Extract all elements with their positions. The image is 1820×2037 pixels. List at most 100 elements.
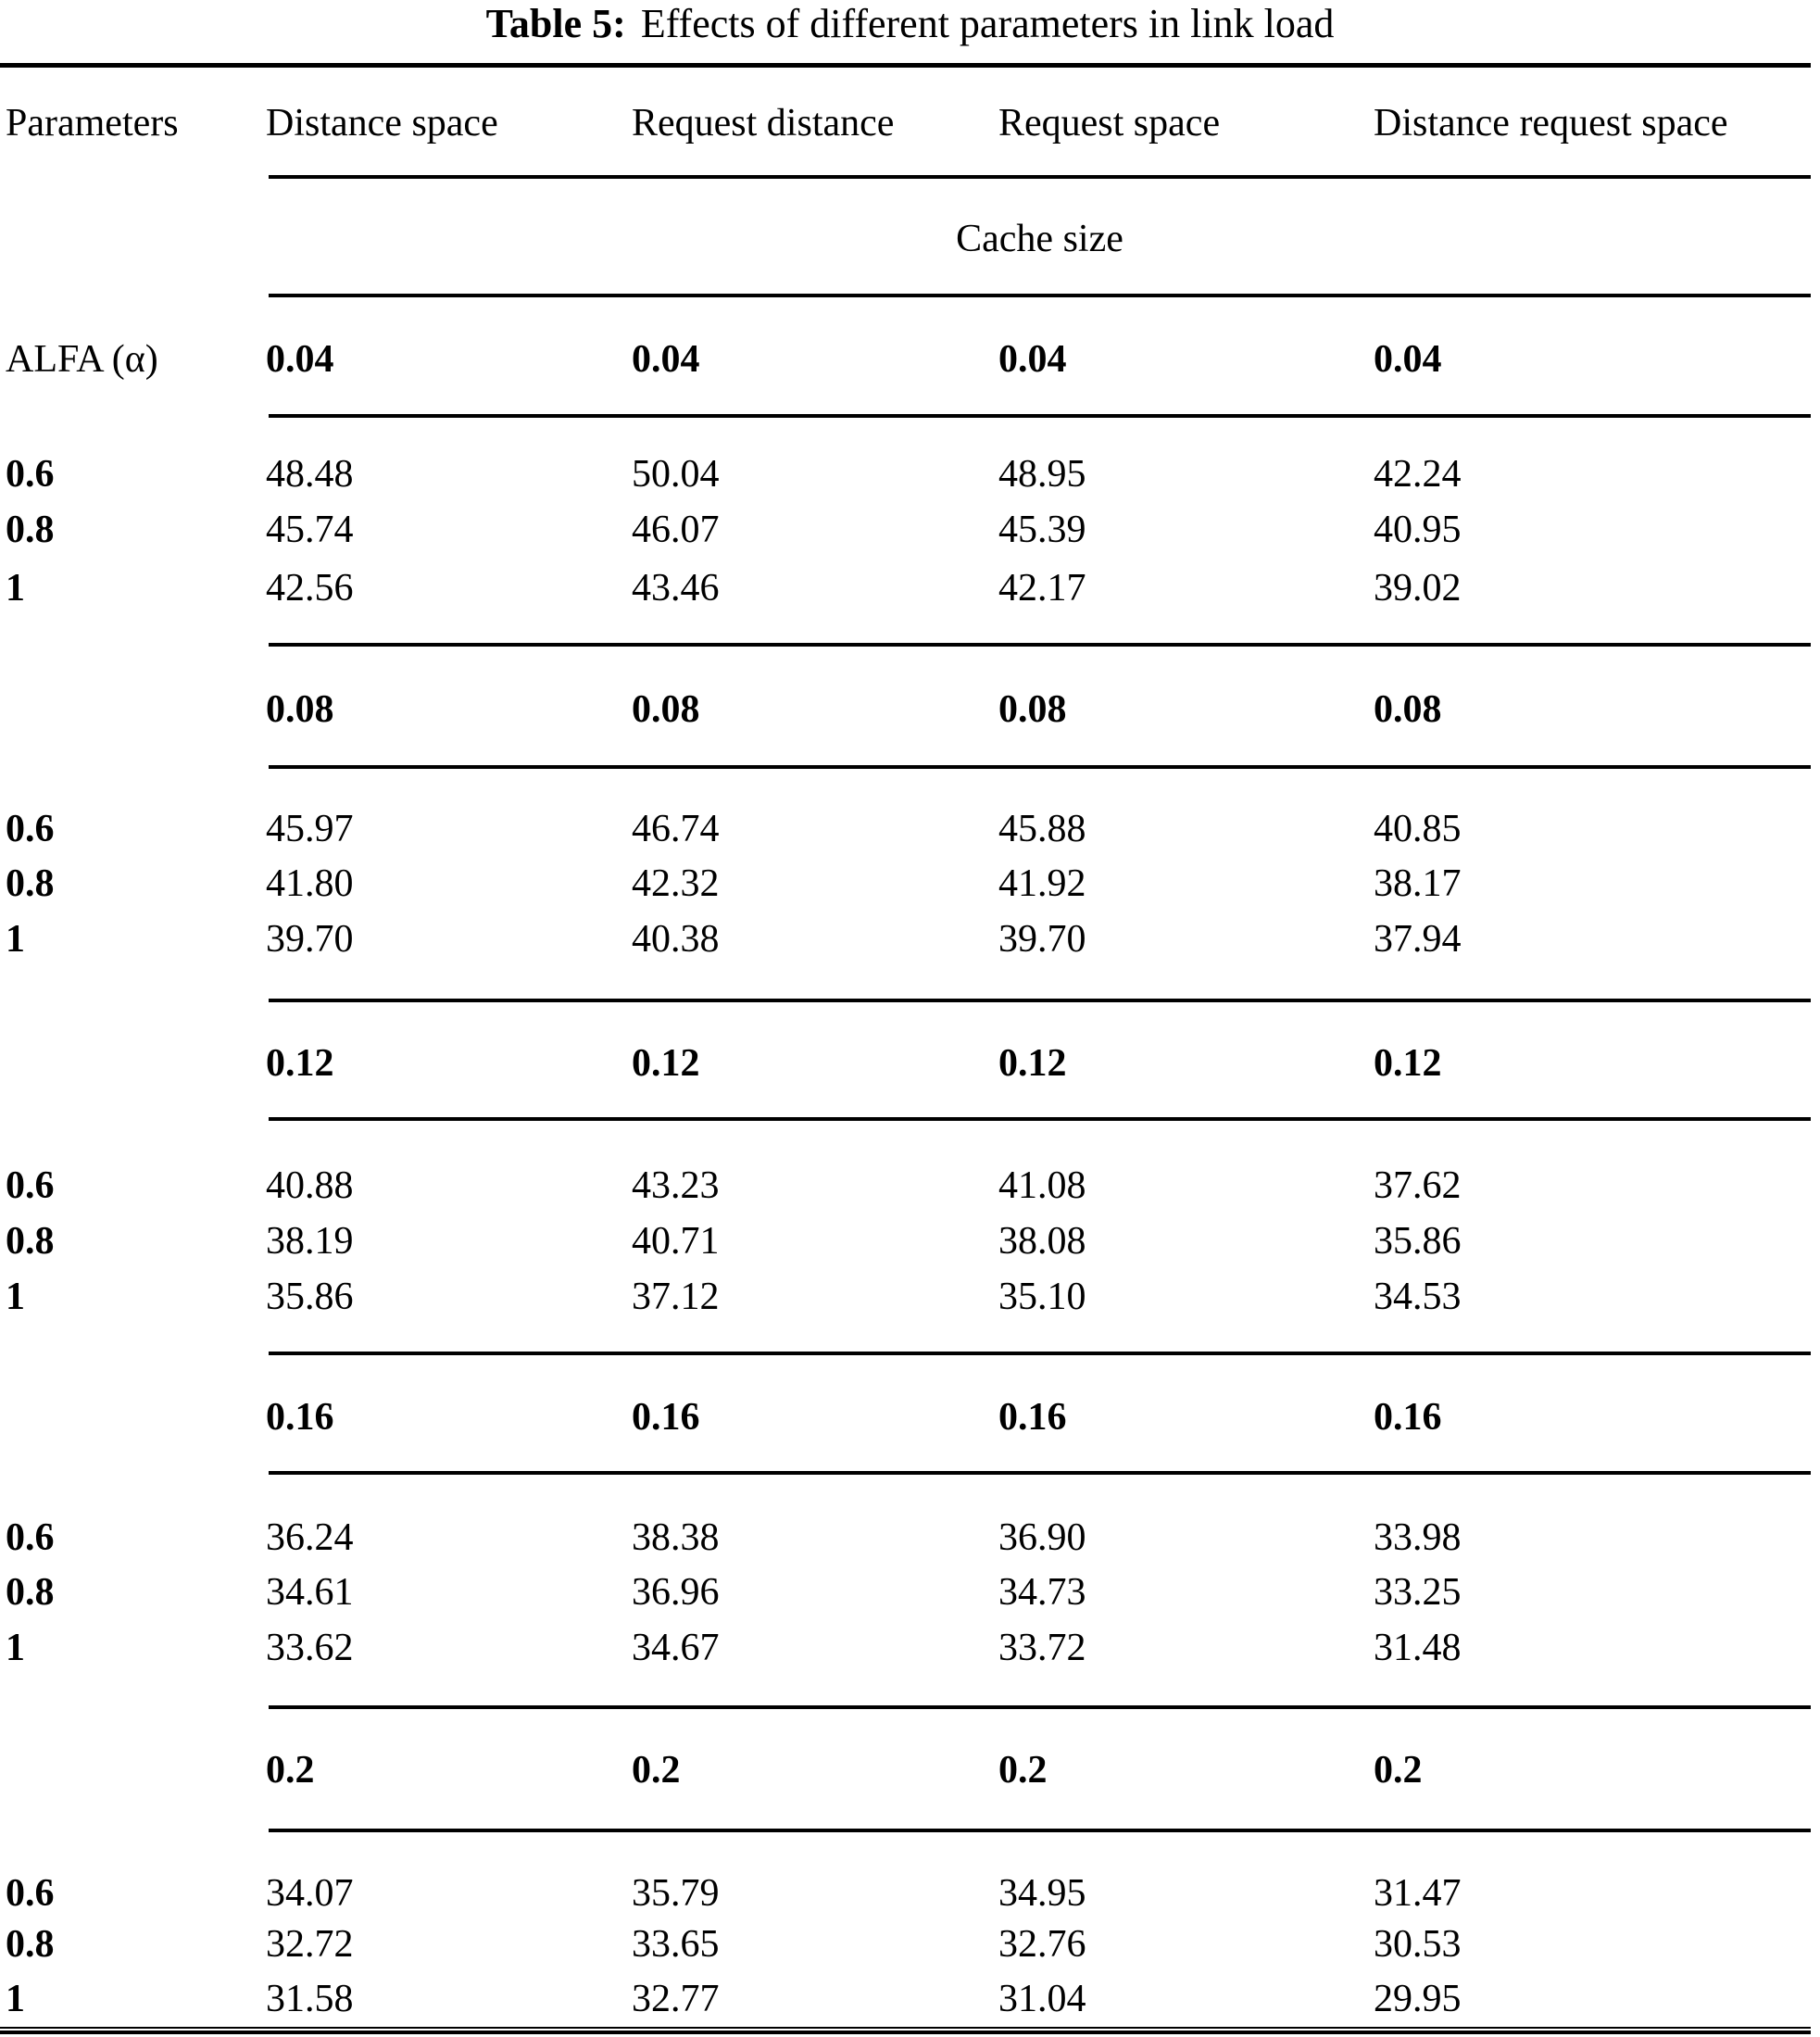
data-cell: 38.08: [998, 1220, 1086, 1263]
table-row: 1 33.62 34.67 33.72 31.48: [6, 1626, 1820, 1670]
data-cell: 39.70: [998, 918, 1086, 961]
data-cell: 45.74: [266, 509, 354, 551]
data-cell: 35.10: [998, 1276, 1086, 1318]
data-cell: 42.24: [1374, 453, 1462, 496]
rule-bottom: [0, 2027, 1811, 2034]
rule-block-divider: [269, 1471, 1811, 1475]
cache-size-row: 0.16 0.16 0.16 0.16: [6, 1395, 1820, 1440]
data-cell: 32.72: [266, 1923, 354, 1966]
row-label-empty: [6, 1748, 266, 1792]
rule-below-cache-size: [269, 294, 1811, 297]
cache-size-cell: 0.08: [1374, 688, 1442, 731]
cache-size-cell: 0.12: [632, 1042, 700, 1085]
data-cell: 29.95: [1374, 1978, 1462, 2020]
cache-size-cell: 0.04: [998, 338, 1067, 381]
cache-size-cell: 0.16: [632, 1396, 700, 1439]
data-cell: 38.17: [1374, 862, 1462, 905]
cache-size-cell: 0.2: [998, 1749, 1048, 1792]
rule-block-divider: [269, 1117, 1811, 1121]
data-cell: 34.67: [632, 1627, 720, 1669]
data-cell: 34.07: [266, 1872, 354, 1915]
data-cell: 39.70: [266, 918, 354, 961]
data-cell: 33.98: [1374, 1516, 1462, 1559]
data-cell: 41.08: [998, 1164, 1086, 1207]
table-row: 1 35.86 37.12 35.10 34.53: [6, 1275, 1820, 1319]
data-cell: 39.02: [1374, 567, 1462, 610]
table-row: 0.6 36.24 38.38 36.90 33.98: [6, 1515, 1820, 1560]
data-cell: 41.92: [998, 862, 1086, 905]
row-label: 0.6: [6, 1516, 55, 1559]
data-cell: 50.04: [632, 453, 720, 496]
rule-top: [0, 63, 1811, 68]
data-cell: 32.77: [632, 1978, 720, 2020]
table-row: 0.6 40.88 43.23 41.08 37.62: [6, 1163, 1820, 1208]
cache-size-cell: 0.2: [266, 1749, 315, 1792]
rule-block-divider: [269, 765, 1811, 769]
cache-size-cell: 0.08: [632, 688, 700, 731]
data-cell: 31.04: [998, 1978, 1086, 2020]
cache-size-row: 0.08 0.08 0.08 0.08: [6, 687, 1820, 732]
row-label-empty: [6, 1395, 266, 1440]
rule-block-divider: [269, 1829, 1811, 1832]
row-label: 0.8: [6, 509, 55, 551]
alfa-label: ALFA (α): [6, 338, 158, 381]
data-cell: 36.90: [998, 1516, 1086, 1559]
cache-size-cell: 0.04: [1374, 338, 1442, 381]
row-label-empty: [6, 687, 266, 732]
table-caption-text: Effects of different parameters in link …: [640, 1, 1335, 46]
rule-block-divider: [269, 1352, 1811, 1355]
table-row: 0.6 48.48 50.04 48.95 42.24: [6, 452, 1820, 497]
table-row: 1 31.58 32.77 31.04 29.95: [6, 1977, 1820, 2021]
data-cell: 37.62: [1374, 1164, 1462, 1207]
data-cell: 42.56: [266, 567, 354, 610]
cache-size-row: ALFA (α) 0.04 0.04 0.04 0.04: [6, 337, 1820, 382]
data-cell: 31.47: [1374, 1872, 1462, 1915]
data-cell: 42.17: [998, 567, 1086, 610]
row-label: 0.8: [6, 1571, 55, 1614]
data-cell: 45.88: [998, 808, 1086, 850]
row-label: 0.6: [6, 453, 55, 496]
col-header-request-space: Request space: [998, 102, 1221, 145]
table-row: 1 39.70 40.38 39.70 37.94: [6, 917, 1820, 962]
data-cell: 46.74: [632, 808, 720, 850]
data-cell: 33.25: [1374, 1571, 1462, 1614]
data-cell: 31.58: [266, 1978, 354, 2020]
col-header-request-distance: Request distance: [632, 102, 895, 145]
row-label: 0.6: [6, 1872, 55, 1915]
data-cell: 33.72: [998, 1627, 1086, 1669]
data-cell: 37.94: [1374, 918, 1462, 961]
cache-size-cell: 0.04: [632, 338, 700, 381]
table-caption-number: Table 5:: [485, 1, 626, 46]
rule-block-divider: [269, 643, 1811, 647]
table-row: 0.8 38.19 40.71 38.08 35.86: [6, 1219, 1820, 1264]
cache-size-cell: 0.16: [1374, 1396, 1442, 1439]
data-cell: 35.86: [266, 1276, 354, 1318]
col-header-distance-request-space: Distance request space: [1374, 102, 1728, 145]
data-cell: 37.12: [632, 1276, 720, 1318]
table-row: 1 42.56 43.46 42.17 39.02: [6, 566, 1820, 610]
data-cell: 40.38: [632, 918, 720, 961]
table-row: 0.6 34.07 35.79 34.95 31.47: [6, 1871, 1820, 1916]
data-cell: 36.96: [632, 1571, 720, 1614]
data-cell: 30.53: [1374, 1923, 1462, 1966]
row-label: 1: [6, 567, 25, 610]
cache-size-cell: 0.2: [1374, 1749, 1423, 1792]
data-cell: 41.80: [266, 862, 354, 905]
data-cell: 46.07: [632, 509, 720, 551]
data-cell: 34.61: [266, 1571, 354, 1614]
row-label: 1: [6, 1978, 25, 2020]
cache-size-cell: 0.16: [998, 1396, 1067, 1439]
table-row: 0.8 41.80 42.32 41.92 38.17: [6, 861, 1820, 906]
cache-size-row: 0.12 0.12 0.12 0.12: [6, 1041, 1820, 1086]
data-cell: 33.62: [266, 1627, 354, 1669]
data-cell: 34.53: [1374, 1276, 1462, 1318]
cache-size-group-header: Cache size: [956, 218, 1123, 260]
data-cell: 48.95: [998, 453, 1086, 496]
cache-size-row: 0.2 0.2 0.2 0.2: [6, 1748, 1820, 1792]
row-label: 1: [6, 918, 25, 961]
data-cell: 35.86: [1374, 1220, 1462, 1263]
cache-size-cell: 0.12: [998, 1042, 1067, 1085]
cache-size-cell: 0.12: [1374, 1042, 1442, 1085]
row-label: 0.8: [6, 862, 55, 905]
row-label-empty: [6, 1041, 266, 1086]
